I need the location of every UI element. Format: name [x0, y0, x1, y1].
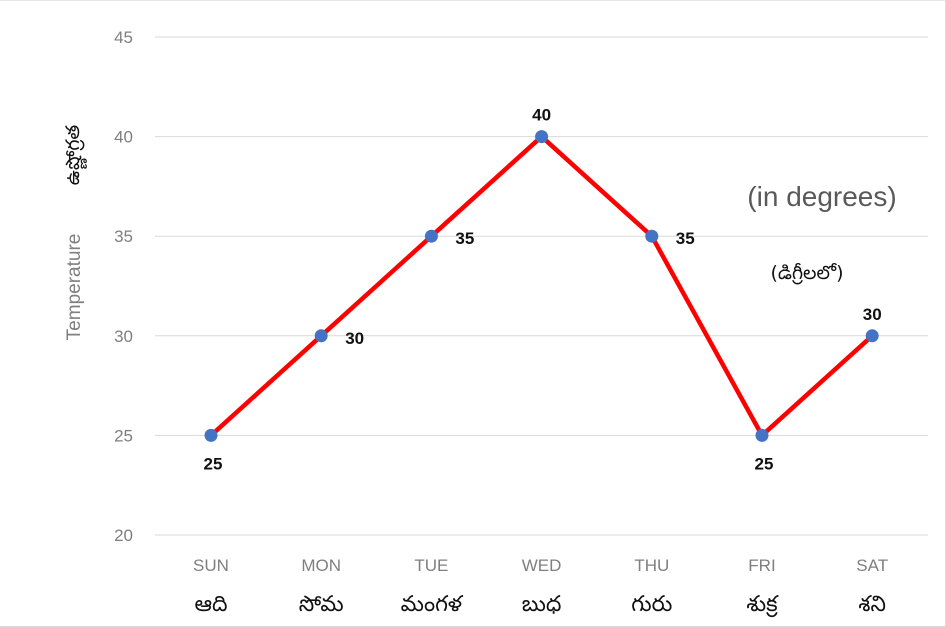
- x-category-label-telugu: బుధ: [522, 592, 562, 617]
- y-tick-label: 45: [114, 28, 133, 47]
- data-label-sun: 25: [204, 454, 223, 473]
- data-label-sat: 30: [863, 305, 882, 324]
- x-category-label-telugu: శని: [858, 592, 886, 617]
- x-category-label: FRI: [748, 556, 775, 575]
- x-category-label: SUN: [193, 556, 229, 575]
- y-tick-label: 40: [114, 128, 133, 147]
- x-category-label-telugu: మంగళ: [401, 592, 464, 617]
- data-point-wed: [535, 130, 549, 144]
- x-category-label: TUE: [414, 556, 448, 575]
- x-category-label: SAT: [856, 556, 888, 575]
- x-category-label: THU: [634, 556, 669, 575]
- data-label-fri: 25: [755, 454, 774, 473]
- x-category-label-telugu: శుక్ర: [746, 592, 779, 618]
- x-category-label: WED: [522, 556, 562, 575]
- y-tick-label: 25: [114, 426, 133, 445]
- y-tick-label: 20: [114, 526, 133, 545]
- x-category-label-telugu: ఆది: [194, 592, 227, 617]
- y-tick-label: 30: [114, 327, 133, 346]
- x-category-label-telugu: గురు: [631, 592, 672, 617]
- unit-annotation-telugu: (డిగ్రీలలో): [771, 262, 844, 285]
- x-axis-categories: SUN ఆది MON సోమ TUE మంగళ WED బుధ THU గురు FRI శుక్ర…: [193, 556, 888, 618]
- data-point-thu: [645, 229, 659, 243]
- data-point-tue: [424, 229, 438, 243]
- data-label-wed: 40: [532, 106, 551, 125]
- y-axis-ticks: 20 25 30 35 40 45: [114, 28, 133, 545]
- data-point-fri: [755, 428, 769, 442]
- data-label-thu: 35: [676, 229, 695, 248]
- y-axis-title-telugu: ఉష్ణోగ్రత: [62, 125, 88, 186]
- unit-annotation-english: (in degrees): [747, 181, 896, 212]
- data-point-sun: [204, 428, 218, 442]
- data-label-tue: 35: [455, 229, 474, 248]
- y-tick-label: 35: [114, 227, 133, 246]
- data-point-mon: [314, 329, 328, 343]
- y-axis-title: Temperature: [64, 234, 85, 341]
- data-label-mon: 30: [345, 329, 364, 348]
- data-labels: 25 30 35 40 35 25 30: [204, 106, 882, 474]
- x-category-label: MON: [301, 556, 341, 575]
- data-point-sat: [865, 329, 879, 343]
- x-category-label-telugu: సోమ: [299, 592, 344, 617]
- data-points: [204, 130, 879, 442]
